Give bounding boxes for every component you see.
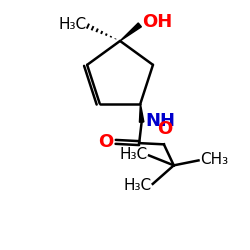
Text: CH₃: CH₃ (200, 152, 228, 167)
Text: H₃C: H₃C (124, 178, 152, 193)
Text: O: O (158, 120, 173, 138)
Polygon shape (140, 104, 144, 122)
Text: NH: NH (145, 112, 175, 130)
Text: OH: OH (142, 14, 172, 32)
Text: H₃C: H₃C (58, 18, 87, 32)
Text: H₃C: H₃C (120, 147, 148, 162)
Text: O: O (98, 133, 114, 151)
Polygon shape (120, 23, 142, 41)
